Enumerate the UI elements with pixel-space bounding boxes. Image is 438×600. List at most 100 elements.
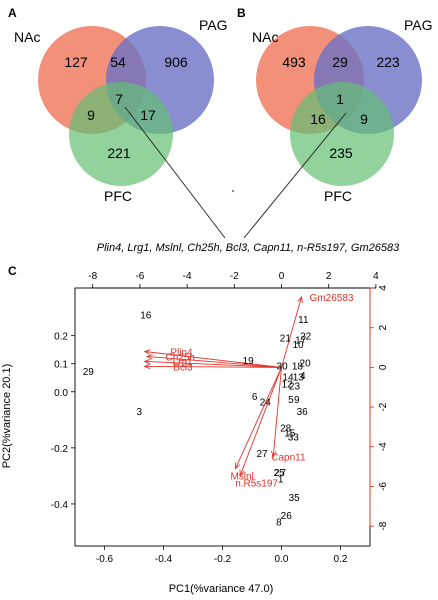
sample-point-label: 2 [274,468,280,479]
loading-arrowhead [235,462,241,470]
sample-point-label: 16 [140,310,152,321]
y-tick-label: -0.4 [51,500,69,511]
x-tick-label: -0.2 [214,554,232,565]
loading-arrowhead [145,354,153,360]
venn-b-pfc-circle [290,82,394,186]
loading-label: Lrg1 [173,357,193,368]
top-tick-label: 2 [326,271,332,282]
sample-point-label: 28 [280,424,292,435]
sample-point-label: 9 [294,395,300,406]
sample-point-label: 35 [289,493,301,504]
venn-b-label-pfc: PFC [324,188,352,204]
x-axis-label: PC1(%variance 47.0) [169,583,274,595]
venn-a-count-pag-only: 906 [164,54,188,70]
sample-point-label: 4 [300,371,306,382]
sample-point-label: 24 [260,398,272,409]
loading-arrow [235,367,282,469]
sample-point-label: 7 [280,468,286,479]
top-tick-label: 4 [373,271,379,282]
venn-a-count-nac-pfc: 9 [87,107,95,123]
panel-label-a: A [8,6,17,20]
venn-b-count-nac-only: 493 [282,54,306,70]
left-axis: 0.2 0.1 0.0 -0.2 -0.4 [51,332,75,511]
sample-point-label: 8 [276,518,282,529]
loading-arrowhead [143,358,151,365]
venn-a-count-nac-only: 127 [64,54,88,70]
bottom-axis: -0.6 -0.4 -0.2 0.0 0.2 [96,546,348,565]
sample-point-label: 13 [293,372,305,383]
loading-arrowhead [239,469,245,477]
top-tick-label: -6 [135,271,144,282]
right-tick-label: -2 [378,402,389,411]
y-tick-label: -0.2 [51,444,69,455]
venn-b-count-nac-pag: 29 [332,54,348,70]
venn-a-count-pfc-only: 221 [107,145,131,161]
top-tick-label: -2 [230,271,239,282]
loading-label: Mslnl [230,472,253,483]
right-axis: 4 2 0 -2 -4 -6 -8 [369,285,389,531]
loading-label: Gm26583 [310,293,354,304]
sample-point-label: 14 [282,372,294,383]
top-tick-label: -4 [183,271,192,282]
loading-arrowhead [297,295,303,303]
venn-a-count-pag-pfc: 17 [140,107,156,123]
loading-arrow [144,351,282,368]
connector-line-b [243,112,347,239]
sample-point-label: 30 [277,361,289,372]
right-tick-label: -8 [378,521,389,530]
x-tick-label: -0.6 [96,554,114,565]
sample-point-label: 21 [280,334,292,345]
sample-point-label: 26 [281,511,293,522]
panel-label-b: B [237,6,246,20]
y-tick-label: 0.1 [54,360,68,371]
x-tick-label: 0.2 [334,554,348,565]
right-tick-label: 4 [378,285,389,291]
loading-arrow [144,360,282,368]
sample-point-label: 29 [83,367,95,378]
sample-point-label: 1 [278,475,284,486]
loading-arrow [281,296,302,368]
right-tick-label: -6 [378,482,389,491]
venn-a-label-pfc: PFC [104,188,132,204]
sample-point-label: 23 [289,382,301,393]
top-tick-label: -8 [88,271,97,282]
venn-b-count-pag-only: 223 [376,54,400,70]
sample-point-label: 10 [292,340,304,351]
x-tick-label: -0.4 [155,554,173,565]
sample-point-label: 19 [243,356,255,367]
loading-arrowhead [143,363,151,370]
sample-point-label: 3 [137,407,143,418]
right-tick-label: -4 [378,442,389,451]
venn-b-label-pag: PAG [404,17,433,33]
loading-arrowhead [270,450,277,458]
loading-label: Ch25h [166,352,195,363]
venn-a-label-pag: PAG [199,17,228,33]
connector-line-a [124,106,226,239]
y-tick-label: 0.2 [54,332,68,343]
loading-arrowhead [143,349,151,355]
loading-label: Plin4 [170,348,193,359]
venn-b-count-pfc-only: 235 [329,145,353,161]
venn-b-label-nac: NAc [252,29,278,45]
venn-a-count-all: 7 [115,91,123,107]
sample-point-label: 12 [282,380,294,391]
sample-point-label: 6 [252,392,258,403]
top-axis: -8 -6 -4 -2 0 2 4 [88,271,379,289]
loading-arrow [146,356,282,368]
sample-point-label: 27 [256,449,268,460]
loading-arrow [272,367,282,457]
y-tick-label: 0.0 [54,388,68,399]
loading-arrow [239,367,282,476]
sample-point-label: 22 [300,332,312,343]
sample-point-label: 33 [288,433,300,444]
panel-label-c: C [8,264,17,278]
right-tick-label: 0 [378,364,389,370]
venn-a-count-nac-pag: 54 [110,54,126,70]
venn-b-count-all: 1 [336,91,344,107]
x-tick-label: 0.0 [275,554,289,565]
venn-a [38,26,214,186]
loading-label: Capn11 [271,453,306,464]
loading-arrow [144,365,282,368]
venn-b-count-pag-pfc: 9 [360,111,368,127]
